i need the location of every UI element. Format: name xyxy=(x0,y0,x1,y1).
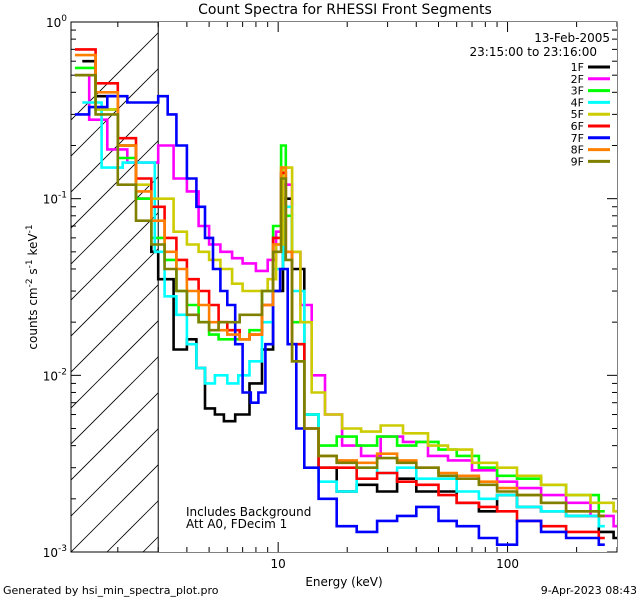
footer-generator: Generated by hsi_min_spectra_plot.pro xyxy=(3,584,219,597)
y-axis-label-base: counts cm xyxy=(26,287,40,349)
hatched-region xyxy=(71,22,617,552)
x-axis-label: Energy (keV) xyxy=(305,575,382,589)
date-label: 13-Feb-2005 xyxy=(534,31,610,45)
series-5F xyxy=(74,73,617,513)
annotation-background: Includes Background xyxy=(186,505,311,519)
footer-timestamp: 9-Apr-2023 08:43 xyxy=(541,584,637,597)
y-axis-label-sup3: -1 xyxy=(25,224,35,233)
hatch-mask xyxy=(158,22,617,552)
y-tick-exponent: -3 xyxy=(58,544,67,554)
legend-label: 1F xyxy=(571,61,584,74)
x-axis: 10 100 xyxy=(117,22,618,571)
hatch-line xyxy=(71,22,170,121)
x-tick-label: 100 xyxy=(496,557,519,571)
chart-title: Count Spectra for RHESSI Front Segments xyxy=(198,2,492,18)
legend-label: 5F xyxy=(571,108,584,121)
y-tick-exponent: -1 xyxy=(58,191,67,201)
y-tick-label: 10-3 xyxy=(43,544,67,560)
series-9F xyxy=(74,73,605,518)
y-tick-label: 10-1 xyxy=(43,191,67,207)
time-range-label: 23:15:00 to 23:16:00 xyxy=(470,45,597,59)
legend-label: 6F xyxy=(571,120,584,133)
y-tick-base: 10 xyxy=(43,193,58,207)
y-axis-label-sup2: -1 xyxy=(25,259,35,268)
y-axis-label-mid2: keV xyxy=(26,233,40,260)
series-4F xyxy=(82,101,605,528)
annotation-attenuator: Att A0, FDecim 1 xyxy=(186,517,287,531)
y-tick-exponent: 0 xyxy=(61,14,67,24)
y-tick-label: 10-2 xyxy=(43,367,67,383)
series-3F xyxy=(74,66,605,513)
legend-label: 3F xyxy=(571,85,584,98)
y-axis-label-sup1: -2 xyxy=(25,278,35,287)
y-axis-label: counts cm-2 s-1 keV-1 xyxy=(25,224,40,349)
hatch-line xyxy=(71,22,242,193)
x-tick-label: 10 xyxy=(271,557,286,571)
series-group xyxy=(74,48,617,547)
legend-label: 8F xyxy=(571,144,584,157)
y-axis-label-mid1: s xyxy=(26,268,40,278)
legend-label: 7F xyxy=(571,132,584,145)
y-tick-label: 100 xyxy=(46,14,67,30)
legend-label: 9F xyxy=(571,155,584,168)
y-tick-base: 10 xyxy=(43,546,58,560)
y-tick-base: 10 xyxy=(46,16,61,30)
legend-label: 4F xyxy=(571,96,584,109)
y-tick-exponent: -2 xyxy=(58,367,67,377)
y-tick-base: 10 xyxy=(43,369,58,383)
legend-label: 2F xyxy=(571,73,584,86)
